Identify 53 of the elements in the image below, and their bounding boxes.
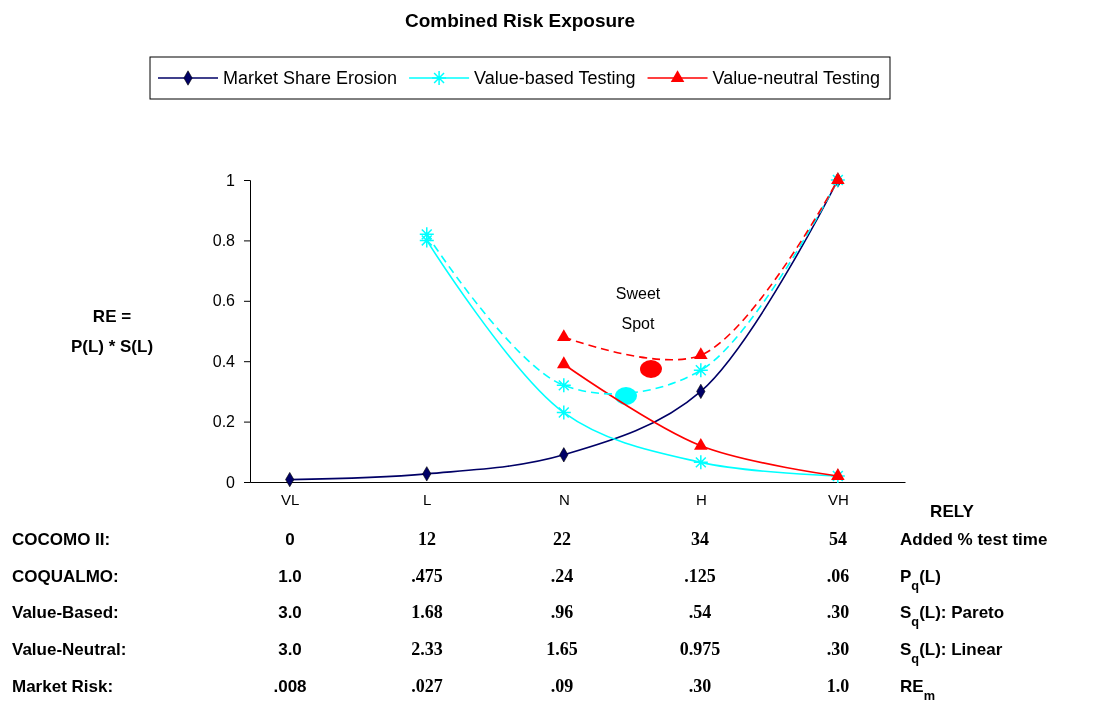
text: .30: [826, 602, 850, 622]
text: .06: [826, 566, 850, 586]
y-tick-label: 1: [226, 171, 236, 189]
text: Added % test time: [900, 530, 1048, 549]
text: 3.0: [278, 640, 302, 659]
text: .027: [411, 676, 443, 696]
text: 54: [829, 529, 847, 549]
text: 1.65: [546, 639, 578, 659]
text: 1.68: [411, 602, 443, 622]
x-tick-label: VL: [281, 491, 300, 508]
text: 1.0: [278, 567, 302, 586]
text: 0: [285, 530, 295, 549]
legend-label: Market Share Erosion: [223, 68, 398, 88]
text: 3.0: [278, 603, 302, 622]
text: 34: [691, 529, 709, 549]
legend-label: Value-neutral Testing: [712, 68, 880, 88]
text: COQUALMO:: [12, 567, 119, 586]
y-tick-label: 0.4: [212, 352, 236, 370]
text: .125: [684, 566, 716, 586]
x-axis-title: RELY: [930, 502, 975, 521]
text: RE$_{m}$: [900, 677, 935, 703]
text: .30: [688, 676, 712, 696]
y-tick-label: 0: [226, 473, 236, 491]
text: .24: [550, 566, 574, 586]
y-tick-label: 0.2: [212, 413, 236, 431]
text: Value-Neutral:: [12, 640, 127, 659]
text: 22: [553, 529, 571, 549]
legend-label: Value-based Testing: [474, 68, 636, 88]
y-tick-label: 0.6: [212, 292, 236, 310]
text: P$_{q}$(L): [900, 567, 941, 593]
text: COCOMO II:: [12, 530, 111, 549]
text: Market Risk:: [12, 677, 114, 696]
text: .30: [826, 639, 850, 659]
text: .008: [273, 677, 307, 696]
text: .09: [550, 676, 574, 696]
text: S$_{q}$(L): Linear: [900, 640, 1003, 666]
text: 12: [418, 529, 436, 549]
y-tick-label: 0.8: [212, 232, 236, 250]
text: Value-Based:: [12, 603, 119, 622]
x-tick-label: N: [558, 491, 570, 508]
y-axis-title: RE = P(L) * S(L): [70, 307, 154, 356]
text: .54: [688, 602, 712, 622]
x-tick-label: H: [695, 491, 707, 508]
x-tick-label: L: [423, 491, 432, 508]
chart-title: Combined Risk Exposure: [404, 10, 636, 31]
text: 2.33: [411, 639, 443, 659]
x-tick-label: VH: [827, 491, 849, 508]
annotation: Sweet Spot: [615, 285, 661, 332]
text: .96: [550, 602, 574, 622]
text: S$_{q}$(L): Pareto: [900, 603, 1005, 629]
text: 0.975: [679, 639, 721, 659]
text: 1.0: [826, 676, 850, 696]
text: .475: [411, 566, 443, 586]
